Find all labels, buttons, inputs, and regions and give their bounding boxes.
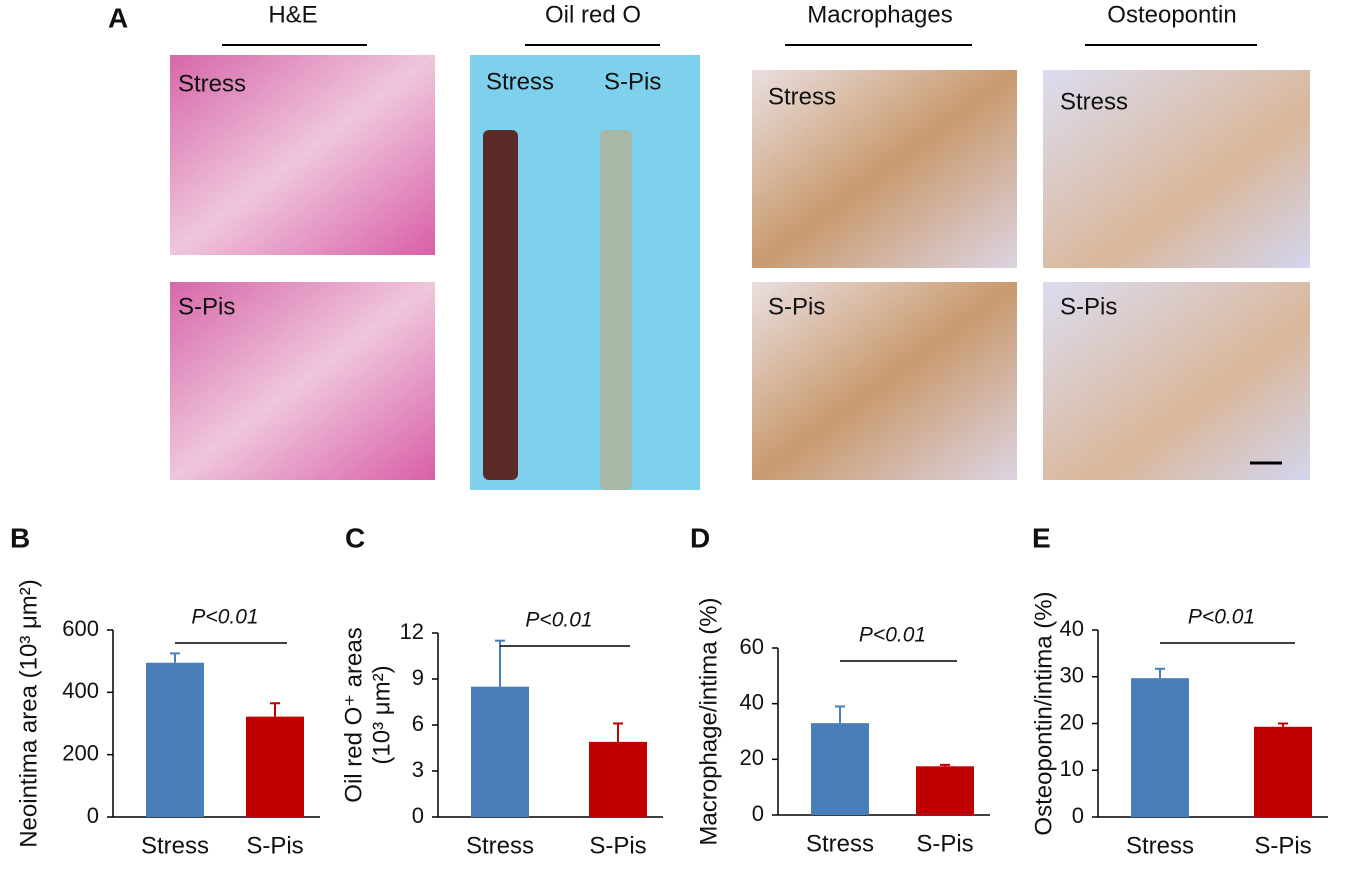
y-tick-label: 600 xyxy=(62,616,99,641)
y-tick-label: 40 xyxy=(740,689,764,714)
bar xyxy=(589,741,647,817)
image-label: S-Pis xyxy=(604,68,661,95)
image xyxy=(752,70,1017,268)
y-axis-label: Osteopontin/intima (%) xyxy=(1030,591,1057,835)
y-tick-label: 9 xyxy=(412,665,424,690)
y-tick-label: 40 xyxy=(1060,616,1084,641)
image xyxy=(1043,70,1310,268)
panel-letter: C xyxy=(345,522,365,553)
bar xyxy=(1131,678,1189,817)
y-tick-label: 20 xyxy=(740,745,764,770)
x-tick-label: S-Pis xyxy=(589,832,646,859)
image xyxy=(1043,282,1310,480)
y-tick-label: 0 xyxy=(87,803,99,828)
y-tick-label: 400 xyxy=(62,678,99,703)
y-axis-label: (10³ μm²) xyxy=(368,665,395,764)
x-tick-label: Stress xyxy=(141,832,209,859)
image-label: Stress xyxy=(486,68,554,95)
p-value: P<0.01 xyxy=(525,609,592,632)
bar xyxy=(916,766,974,815)
column-title: Osteopontin xyxy=(1107,1,1236,28)
p-value: P<0.01 xyxy=(191,606,258,629)
image-label: S-Pis xyxy=(768,293,825,320)
p-value: P<0.01 xyxy=(859,624,926,647)
image-label: Stress xyxy=(1060,88,1128,115)
bar xyxy=(246,716,304,817)
bar xyxy=(146,662,204,817)
y-tick-label: 0 xyxy=(412,803,424,828)
y-tick-label: 200 xyxy=(62,740,99,765)
panel-letter: E xyxy=(1032,522,1051,553)
y-tick-label: 3 xyxy=(412,757,424,782)
x-tick-label: S-Pis xyxy=(916,830,973,857)
y-tick-label: 6 xyxy=(412,711,424,736)
image-label: Stress xyxy=(768,83,836,110)
y-axis-label: Oil red O⁺ areas xyxy=(340,627,367,802)
y-tick-label: 60 xyxy=(740,634,764,659)
image xyxy=(752,282,1017,480)
image-label: S-Pis xyxy=(1060,293,1117,320)
p-value: P<0.01 xyxy=(1188,606,1255,629)
x-tick-label: Stress xyxy=(1126,832,1194,859)
y-tick-label: 10 xyxy=(1060,756,1084,781)
y-axis-label: Neointima area (10³ μm²) xyxy=(15,579,42,848)
panel-letter: B xyxy=(10,522,30,553)
bar xyxy=(471,686,529,817)
image xyxy=(170,55,435,255)
x-tick-label: Stress xyxy=(466,832,534,859)
vessel xyxy=(483,130,518,480)
column-title: Oil red O xyxy=(545,1,641,28)
bar xyxy=(811,723,869,815)
y-tick-label: 30 xyxy=(1060,663,1084,688)
image-label: S-Pis xyxy=(178,293,235,320)
panel-letter: A xyxy=(108,2,128,33)
y-tick-label: 0 xyxy=(1072,803,1084,828)
x-tick-label: S-Pis xyxy=(1254,832,1311,859)
column-title: Macrophages xyxy=(807,1,952,28)
y-tick-label: 0 xyxy=(752,801,764,826)
y-tick-label: 20 xyxy=(1060,709,1084,734)
y-tick-label: 12 xyxy=(400,619,424,644)
column-title: H&E xyxy=(268,1,317,28)
bar xyxy=(1254,726,1312,817)
x-tick-label: S-Pis xyxy=(246,832,303,859)
image xyxy=(170,282,435,480)
vessel xyxy=(600,130,632,490)
panel-letter: D xyxy=(690,522,710,553)
y-axis-label: Macrophage/intima (%) xyxy=(695,597,722,845)
image-label: Stress xyxy=(178,70,246,97)
x-tick-label: Stress xyxy=(806,830,874,857)
